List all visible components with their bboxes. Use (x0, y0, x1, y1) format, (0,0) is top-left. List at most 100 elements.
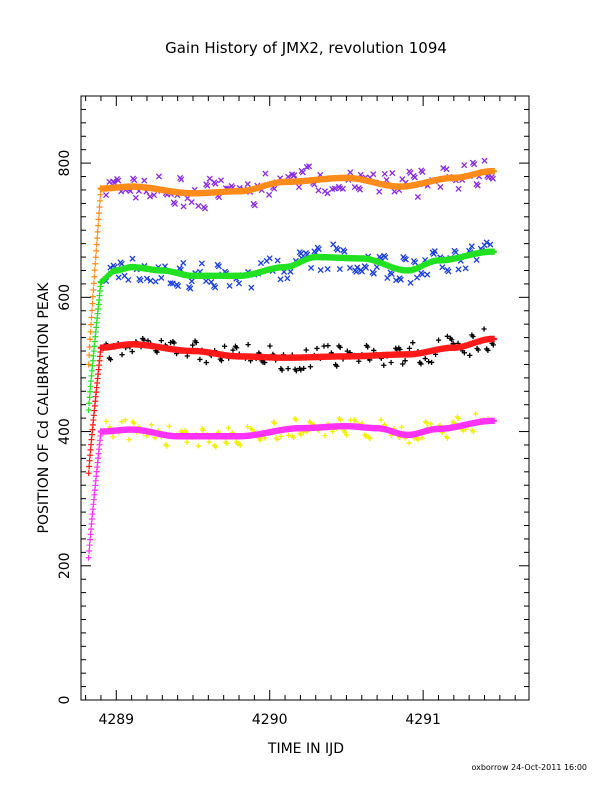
data-point (141, 177, 148, 184)
data-point (277, 276, 284, 283)
data-point (324, 190, 331, 197)
data-point (221, 343, 228, 349)
data-point (293, 417, 299, 423)
data-point (86, 463, 93, 470)
data-point (314, 345, 320, 352)
data-point (137, 277, 144, 284)
data-point (473, 256, 480, 263)
data-point (92, 260, 99, 267)
data-point (96, 210, 103, 217)
data-point (308, 264, 315, 272)
data-point (295, 183, 303, 191)
data-point (398, 424, 405, 430)
data-point (169, 280, 176, 287)
data-point (198, 260, 205, 267)
data-point (143, 275, 150, 282)
data-point (166, 423, 172, 429)
y-axis-label: POSITION OF Cd CALIBRATION PEAK (36, 282, 52, 534)
data-point (325, 343, 331, 349)
data-point (235, 280, 243, 287)
data-point (411, 174, 418, 181)
data-point (197, 356, 203, 363)
data-point (152, 278, 159, 285)
data-point (171, 340, 177, 346)
data-point (167, 280, 174, 287)
data-point (154, 349, 160, 355)
data-point (88, 526, 95, 533)
data-point (272, 420, 278, 426)
data-point (354, 264, 361, 271)
data-point (298, 367, 304, 373)
data-point (331, 185, 338, 192)
data-point (88, 378, 95, 385)
data-point (389, 170, 396, 177)
data-point (362, 264, 369, 271)
data-point (445, 268, 452, 275)
y-tick-label: 800 (57, 150, 73, 177)
data-point (279, 367, 285, 373)
y-tick-label: 400 (57, 418, 73, 445)
data-point (224, 440, 230, 447)
data-point (452, 249, 459, 256)
data-point (412, 259, 419, 266)
data-point (190, 342, 196, 348)
data-point (87, 531, 94, 538)
data-point (96, 203, 103, 210)
data-point (391, 188, 398, 195)
data-point (461, 162, 468, 169)
data-point (88, 372, 95, 379)
data-point (378, 417, 384, 423)
data-point (178, 176, 185, 183)
data-point (201, 205, 209, 212)
data-point (147, 277, 154, 284)
data-point (132, 194, 139, 201)
data-point (86, 457, 93, 464)
data-point (307, 364, 314, 370)
data-point (315, 187, 322, 194)
data-point (180, 259, 187, 266)
x-tick-label: 4291 (405, 712, 441, 728)
data-point (93, 241, 100, 248)
data-point (455, 415, 462, 422)
data-point (424, 420, 430, 426)
data-point (266, 191, 273, 198)
data-point (119, 419, 125, 425)
data-point (341, 248, 348, 255)
data-point (97, 197, 104, 204)
data-point (303, 347, 309, 353)
chart-title: Gain History of JMX2, revolution 1094 (165, 39, 447, 57)
data-point (470, 333, 476, 340)
data-point (437, 183, 444, 191)
data-point (299, 169, 306, 176)
data-point (485, 347, 491, 354)
data-point (291, 172, 298, 179)
data-point (257, 437, 263, 443)
x-axis-label: TIME IN IJD (267, 741, 344, 757)
data-point (301, 365, 307, 372)
data-point (397, 346, 403, 353)
data-point (131, 420, 137, 427)
data-point (94, 235, 101, 242)
data-point (129, 348, 135, 355)
data-point (431, 248, 438, 255)
data-point (428, 359, 435, 366)
data-point (397, 276, 404, 283)
data-point (206, 439, 212, 445)
data-point (90, 287, 97, 294)
data-point (195, 202, 202, 210)
data-point (424, 271, 431, 278)
data-point (195, 443, 201, 449)
data-point (88, 521, 95, 528)
data-point (251, 202, 258, 209)
data-point (89, 293, 96, 300)
data-point (164, 443, 170, 449)
axis-ticks: 4289 4290 4291 0 200 400 600 800 (57, 95, 529, 728)
data-point (342, 429, 348, 435)
data-point (119, 352, 125, 358)
data-point (490, 335, 497, 343)
data-point (337, 417, 344, 423)
data-point (86, 343, 93, 350)
data-point (284, 275, 291, 282)
data-point (88, 321, 95, 328)
